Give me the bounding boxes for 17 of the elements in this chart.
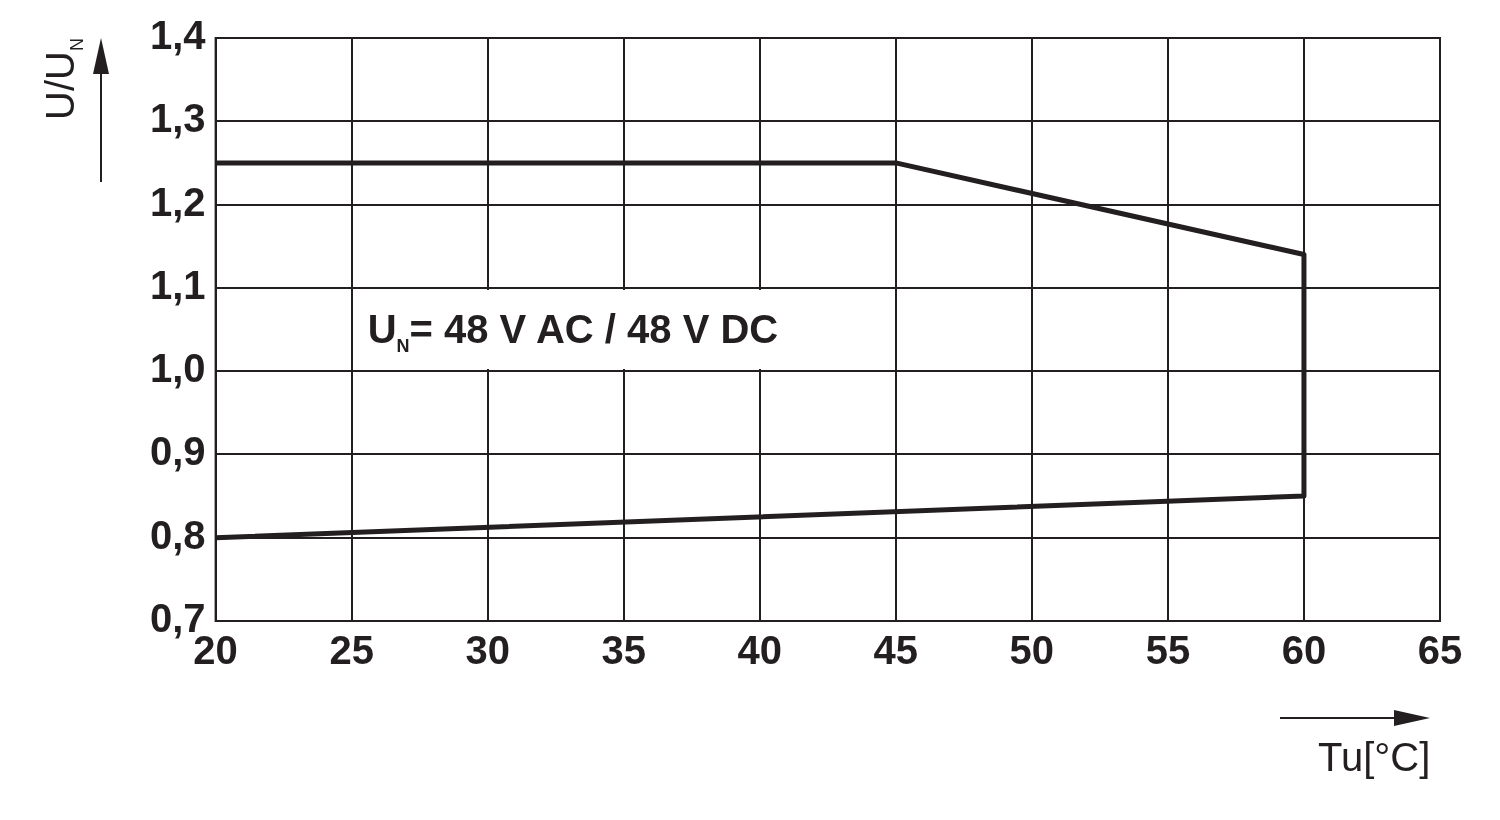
x-tick-label: 55: [1145, 628, 1191, 673]
y-tick-label: 0,8: [150, 512, 206, 557]
x-tick-label: 40: [737, 628, 783, 673]
x-tick-label: 60: [1281, 628, 1327, 673]
y-tick-label: 1,4: [150, 13, 207, 58]
x-tick-label: 65: [1417, 628, 1463, 673]
y-tick-label: 1,3: [150, 96, 206, 141]
y-tick-label: 1,2: [150, 179, 206, 224]
x-tick-label: 50: [1009, 628, 1055, 673]
x-tick-label: 35: [601, 628, 646, 673]
y-tick-label: 0,9: [150, 429, 206, 474]
x-tick-label: 25: [329, 628, 374, 673]
y-tick-label: 1,1: [150, 262, 206, 307]
x-tick-label: 30: [465, 628, 510, 673]
y-tick-label: 1,0: [150, 346, 206, 391]
x-axis-title: Tu[°C]: [1318, 735, 1431, 780]
x-tick-label: 45: [873, 628, 919, 673]
